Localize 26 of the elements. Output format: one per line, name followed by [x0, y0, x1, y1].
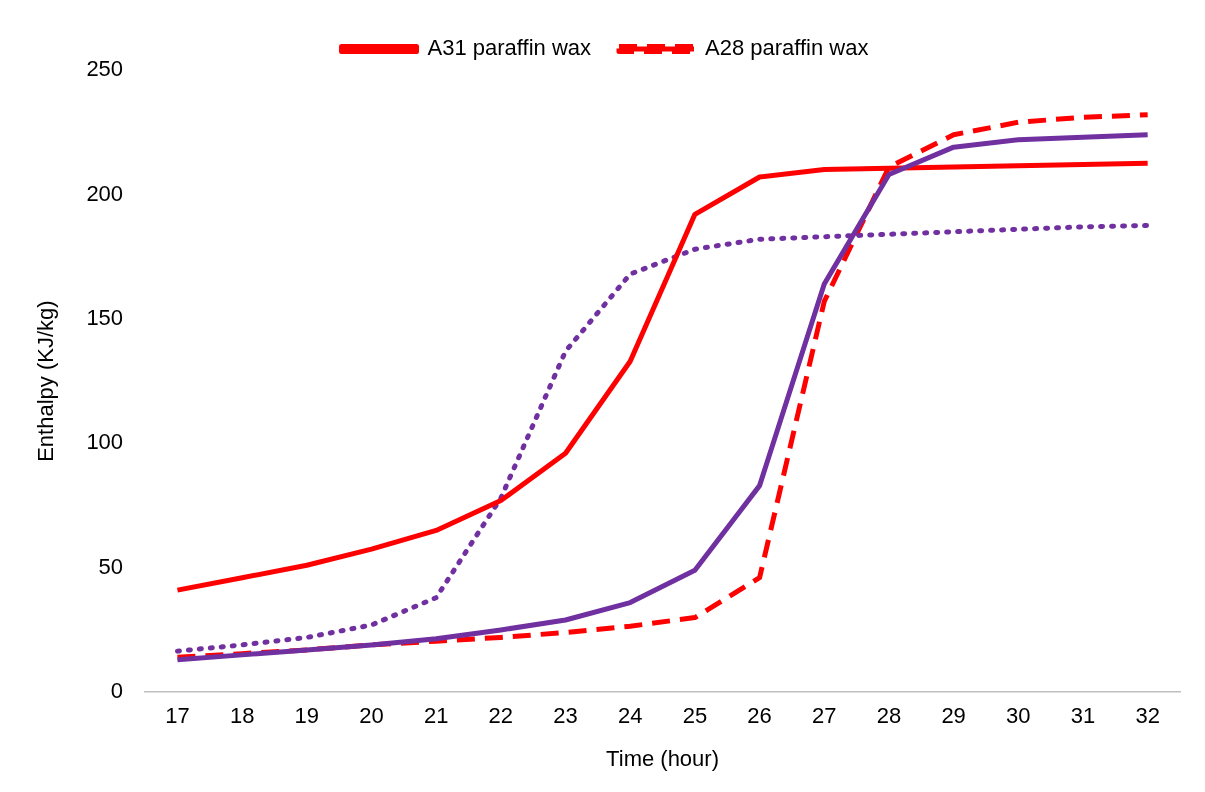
x-axis-title: Time (hour) — [606, 745, 719, 771]
x-tick-label: 30 — [1006, 703, 1031, 729]
x-tick-label: 25 — [682, 703, 708, 729]
y-tick-label: 150 — [86, 304, 124, 330]
y-tick-label: 50 — [98, 553, 124, 579]
x-tick-label: 22 — [488, 703, 514, 729]
x-tick-label: 18 — [229, 703, 255, 729]
y-tick-label: 100 — [86, 429, 124, 455]
legend-label: A28 paraffin wax — [705, 35, 869, 61]
x-tick-label: 24 — [617, 703, 643, 729]
x-tick-label: 26 — [747, 703, 772, 729]
y-tick-label: 250 — [86, 56, 124, 82]
legend-label: A31 paraffin wax — [427, 35, 592, 61]
x-tick-label: 31 — [1070, 703, 1096, 729]
x-tick-label: 20 — [359, 703, 384, 729]
x-tick-label: 29 — [941, 703, 966, 729]
x-tick-label: 23 — [553, 703, 578, 729]
x-tick-label: 21 — [423, 703, 449, 729]
y-axis-title: Enthalpy (KJ/kg) — [33, 300, 59, 462]
y-tick-label: 0 — [110, 678, 124, 704]
x-tick-label: 27 — [812, 703, 837, 729]
x-tick-label: 28 — [876, 703, 902, 729]
x-tick-label: 32 — [1135, 703, 1160, 729]
x-tick-label: 19 — [294, 703, 320, 729]
y-tick-label: 200 — [86, 180, 124, 206]
x-tick-label: 17 — [165, 703, 190, 729]
